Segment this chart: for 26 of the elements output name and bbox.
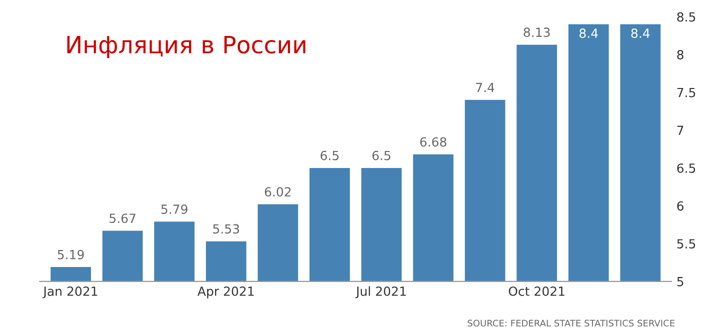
data-label: 6.02: [264, 187, 291, 197]
x-tick-label: Apr 2021: [198, 286, 254, 298]
data-label: 6.5: [320, 150, 339, 160]
y-tick-label: 6: [677, 201, 684, 211]
data-label: 5.67: [110, 214, 136, 224]
y-tick-label: 5: [677, 277, 684, 286]
x-tick-label: Jan 2021: [42, 286, 98, 298]
data-label: 7.4: [476, 82, 494, 92]
data-label: 8.4: [580, 28, 598, 38]
x-tick-label: Oct 2021: [508, 286, 564, 296]
source-note: SOURCE: FEDERAL STATE STATISTICS SERVICE: [468, 320, 674, 327]
data-label: 8.4: [631, 28, 650, 38]
data-label: 6.5: [372, 150, 390, 160]
y-tick-label: 7.5: [677, 88, 696, 98]
data-label: 5.79: [161, 204, 188, 214]
y-tick-label: 5.5: [677, 239, 696, 249]
text: Инфляция в России: [67, 36, 306, 58]
y-tick-label: 7: [677, 126, 684, 135]
y-tick-label: 6.5: [677, 163, 696, 173]
x-tick-label: Jul 2021: [355, 286, 406, 298]
data-label: 6.68: [420, 137, 446, 147]
y-tick-label: 8.5: [677, 12, 696, 22]
data-label: 5.53: [213, 224, 240, 234]
data-label: 5.19: [58, 250, 84, 260]
data-label: 8.13: [524, 28, 550, 38]
y-tick-label: 8: [677, 50, 684, 60]
